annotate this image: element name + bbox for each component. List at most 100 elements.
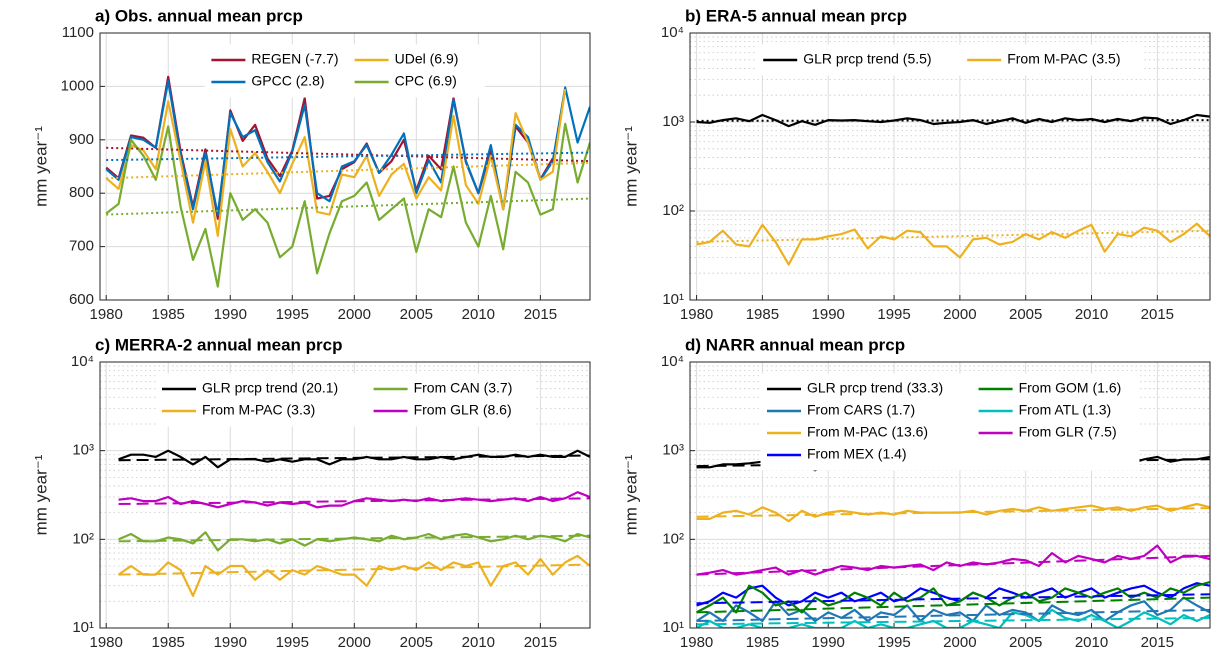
x-tick-label: 1990: [214, 634, 247, 651]
plot-area: [690, 33, 1210, 300]
trend-line: [118, 497, 590, 506]
series-line: [117, 554, 590, 597]
x-tick-label: 2005: [1009, 634, 1042, 651]
x-tick-label: 1985: [152, 306, 185, 323]
x-tick-label: 2005: [1009, 306, 1042, 323]
y-tick-label: 10¹: [72, 619, 94, 636]
series-line: [696, 113, 1210, 128]
plot-frame: [99, 361, 591, 629]
x-tick-label: 1980: [680, 306, 713, 323]
x-tick-label: 2015: [1141, 634, 1174, 651]
series-line: [696, 544, 1210, 576]
x-tick-label: 2015: [524, 634, 557, 651]
legend-label: GPCC (2.8): [251, 73, 324, 89]
series-layer: [117, 449, 590, 597]
legend-label: From CARS (1.7): [807, 402, 915, 418]
x-tick-label: 1985: [746, 634, 779, 651]
legend-label: From GLR (8.6): [414, 402, 512, 418]
y-tick-label: 900: [69, 131, 94, 148]
panel: 10¹ 10² 10³ 10⁴ 1980 1985 1990 1995 2000 2005 2010…: [621, 335, 1211, 651]
x-tick-label: 2010: [462, 306, 495, 323]
y-tick-label: 10²: [72, 530, 94, 547]
legend-label: From M-PAC (3.3): [202, 402, 315, 418]
plot-frame: [689, 32, 1211, 301]
legend-box: [204, 44, 486, 98]
legend: REGEN (-7.7) GPCC (2.8) UDel (6.9) CPC (6.9…: [204, 44, 486, 98]
plot-frame: [689, 361, 1211, 629]
chart-title: c) MERRA-2 annual mean prcp: [95, 335, 343, 354]
y-tick-label: 10³: [662, 113, 684, 130]
trend-line: [118, 563, 590, 576]
y-tick-label: 10⁴: [661, 353, 684, 370]
chart-title: a) Obs. annual mean prcp: [95, 6, 303, 25]
y-tick-label: 10²: [662, 530, 684, 547]
plot-frame: [99, 32, 591, 301]
legend-label: From M-PAC (13.6): [807, 424, 928, 440]
chart-title: d) NARR annual mean prcp: [685, 335, 905, 354]
trend-line: [696, 507, 1210, 518]
legend-box: [760, 373, 1140, 471]
series-line: [105, 122, 590, 288]
trend-line: [696, 229, 1210, 243]
legend-label: UDel (6.9): [395, 51, 459, 67]
y-tick-label: 10³: [662, 442, 684, 459]
x-tick-label: 2015: [524, 306, 557, 323]
x-tick-label: 2000: [338, 306, 371, 323]
y-tick-label: 1100: [62, 24, 94, 41]
y-tick-label: 10⁴: [71, 353, 94, 370]
series-line: [105, 88, 567, 237]
trend-line: [696, 616, 1210, 626]
x-tick-label: 2005: [400, 306, 433, 323]
legend: GLR prcp trend (33.3) From CARS (1.7) From…: [760, 373, 1140, 471]
y-axis-label: mm year⁻¹: [31, 454, 50, 535]
series-line: [696, 608, 1210, 628]
x-tick-label: 1995: [276, 634, 309, 651]
y-tick-label: 10¹: [662, 291, 684, 308]
series-layer: [105, 75, 590, 288]
x-tick-label: 1990: [214, 306, 247, 323]
trend-line: [696, 119, 1210, 122]
y-axis-label: mm year⁻¹: [621, 126, 640, 207]
chart-title: b) ERA-5 annual mean prcp: [685, 6, 907, 25]
legend-label: REGEN (-7.7): [251, 51, 338, 67]
x-tick-label: 2010: [462, 634, 495, 651]
x-tick-label: 1995: [276, 306, 309, 323]
legend-label: CPC (6.9): [395, 73, 457, 89]
legend-label: From M-PAC (3.5): [1007, 51, 1120, 67]
trend-line: [106, 151, 590, 162]
trend-line: [696, 593, 1210, 605]
trend-line: [106, 161, 590, 180]
x-tick-label: 2005: [400, 634, 433, 651]
x-tick-label: 1985: [152, 634, 185, 651]
trend-line: [696, 608, 1210, 622]
trend-line: [118, 454, 590, 462]
y-tick-label: 10⁴: [661, 24, 684, 41]
series-line: [696, 222, 1210, 266]
y-tick-label: 700: [69, 238, 94, 255]
legend-label: From GOM (1.6): [1019, 380, 1122, 396]
series-line: [696, 580, 1210, 614]
x-tick-label: 2000: [943, 634, 976, 651]
legend-box: [155, 373, 535, 427]
trend-line: [106, 146, 590, 163]
legend-label: From GLR (7.5): [1019, 424, 1117, 440]
x-tick-label: 2000: [338, 634, 371, 651]
legend-box: [756, 44, 1144, 76]
series-line: [118, 449, 590, 469]
series-layer: [696, 113, 1210, 266]
y-tick-label: 10³: [72, 442, 94, 459]
legend-label: GLR prcp trend (33.3): [807, 380, 943, 396]
legend-label: From CAN (3.7): [414, 380, 513, 396]
x-tick-label: 2000: [943, 306, 976, 323]
trend-line: [118, 534, 590, 543]
x-tick-label: 1990: [812, 634, 845, 651]
x-tick-label: 2010: [1075, 634, 1108, 651]
y-tick-label: 800: [69, 184, 94, 201]
legend-label: From MEX (1.4): [807, 446, 907, 462]
x-tick-label: 2015: [1141, 306, 1174, 323]
y-tick-label: 10¹: [662, 619, 684, 636]
y-tick-label: 10²: [662, 202, 684, 219]
legend-label: GLR prcp trend (5.5): [803, 51, 931, 67]
trend-line: [106, 197, 590, 216]
x-tick-label: 1990: [812, 306, 845, 323]
